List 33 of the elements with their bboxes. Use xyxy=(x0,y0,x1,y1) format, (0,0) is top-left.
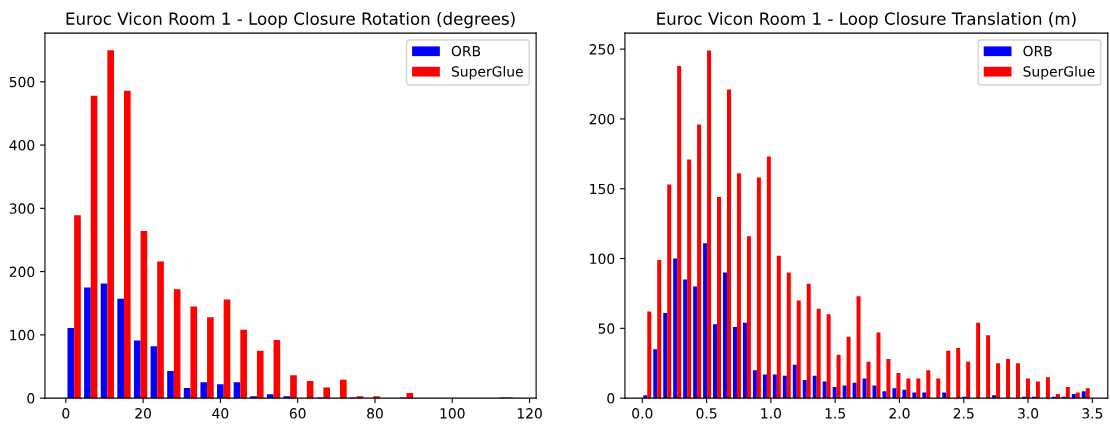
x-tick-label: 0.0 xyxy=(632,408,653,419)
y-tick-label: 400 xyxy=(9,140,35,151)
y-tick-label: 150 xyxy=(590,183,615,195)
y-tick-label: 0 xyxy=(27,393,35,404)
x-tick-label: 120 xyxy=(517,408,542,419)
x-tick-label: 80 xyxy=(367,408,383,419)
chart-title: Euroc Vicon Room 1 - Loop Closure Translation (m) xyxy=(657,12,1076,29)
legend-label: SuperGlue xyxy=(451,65,523,80)
x-tick-label: 3.5 xyxy=(1082,408,1103,419)
x-tick-label: 3.0 xyxy=(1018,408,1039,419)
x-tick-label: 1.5 xyxy=(825,408,845,419)
y-tick-label: 200 xyxy=(9,266,35,278)
y-tick-label: 250 xyxy=(589,44,615,55)
x-tick-label: 2.5 xyxy=(953,408,974,419)
y-tick-label: 500 xyxy=(9,76,35,88)
x-tick-label: 0 xyxy=(62,408,70,419)
legend-label: SuperGlue xyxy=(1023,65,1095,80)
y-tick-label: 50 xyxy=(598,323,615,334)
x-tick-label: 0.5 xyxy=(696,408,717,419)
y-tick-label: 100 xyxy=(590,253,615,265)
y-tick-label: 0 xyxy=(607,393,615,404)
y-tick-label: 100 xyxy=(10,329,35,341)
x-tick-label: 60 xyxy=(289,408,306,419)
legend-label: ORB xyxy=(1023,45,1052,57)
x-tick-label: 20 xyxy=(135,408,152,419)
x-tick-label: 1.0 xyxy=(761,408,781,419)
y-tick-label: 200 xyxy=(589,113,615,125)
x-tick-label: 2.0 xyxy=(889,408,910,419)
chart-title: Euroc Vicon Room 1 - Loop Closure Rotation (degrees) xyxy=(66,12,515,29)
y-tick-label: 300 xyxy=(9,203,35,214)
legend-label: ORB xyxy=(451,45,481,57)
x-tick-label: 40 xyxy=(212,408,229,419)
x-tick-label: 100 xyxy=(440,408,465,419)
